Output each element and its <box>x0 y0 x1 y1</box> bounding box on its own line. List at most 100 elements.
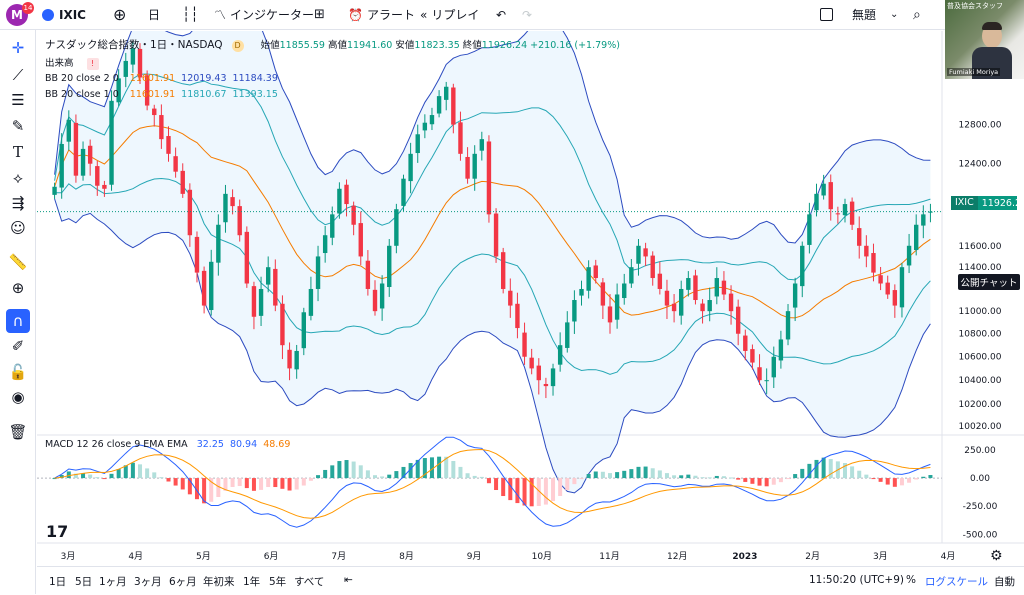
candle-body <box>444 86 449 100</box>
time-axis-label: 8月 <box>399 551 414 562</box>
candle-body <box>593 265 598 279</box>
chart-area[interactable]: 12800.0012400.0012000.0011600.0011400.00… <box>37 31 1024 566</box>
candle-body <box>892 290 898 306</box>
bb1-upper: 12019.43 <box>181 73 227 84</box>
range-button-2[interactable]: 1ヶ月 <box>99 576 127 588</box>
candle-body <box>230 197 235 207</box>
macd-hist-bar <box>771 478 776 485</box>
ruler-tool[interactable]: 📏 <box>6 250 30 274</box>
bb2-label: BB 20 close 1 0 <box>45 89 119 100</box>
macd-hist-bar <box>672 475 677 479</box>
bb2-legend[interactable]: BB 20 close 1 0 11601.91 11810.67 11393.… <box>45 89 278 100</box>
price-axis-label: 10800.00 <box>959 330 1002 340</box>
macd-hist-bar <box>864 474 869 479</box>
search-button[interactable]: ⌕ <box>913 0 921 30</box>
range-button-6[interactable]: 1年 <box>243 576 261 588</box>
auto-label: 自動 <box>994 576 1015 588</box>
candle-body <box>287 349 292 369</box>
interval-button[interactable]: 日 <box>148 0 160 30</box>
prediction-tool[interactable]: ⇶ <box>6 191 30 215</box>
macd-value: 32.25 <box>196 439 224 450</box>
templates-button[interactable]: ⊞ <box>314 0 325 30</box>
redo-button[interactable]: ↷ <box>522 0 532 30</box>
settings-gear[interactable]: ⚙ <box>990 548 1003 564</box>
legend-title[interactable]: ナスダック総合指数・1日・NASDAQ <box>45 39 223 51</box>
add-symbol-button[interactable]: ⊕ <box>113 0 126 30</box>
stay-drawing-tool[interactable]: ✐ <box>6 334 30 358</box>
layout-dropdown[interactable]: ⌄ <box>890 0 898 30</box>
emoji-tool[interactable]: ☺ <box>6 216 30 240</box>
magnet-tool[interactable]: ∩ <box>6 309 30 333</box>
candle-body <box>921 214 926 226</box>
candle-body <box>899 267 905 308</box>
range-button-1[interactable]: 5日 <box>75 576 93 588</box>
tv-logo[interactable]: 17 <box>46 522 69 541</box>
brush-tool[interactable]: ✎ <box>6 114 30 138</box>
alert-button[interactable]: ⏰ アラート <box>348 0 415 30</box>
candle-body <box>223 193 228 223</box>
candle-body <box>308 288 314 316</box>
candle-body <box>878 275 883 284</box>
candle-body <box>857 228 862 246</box>
crosshair-tool[interactable]: ✛ <box>6 36 30 60</box>
macd-hist-bar <box>729 477 734 479</box>
candle-body <box>579 288 584 296</box>
percent-label: % <box>906 574 916 586</box>
layout-toggle-button[interactable] <box>820 0 833 30</box>
delete-tool[interactable]: 🗑 <box>6 420 30 444</box>
fib-tool[interactable]: ☰ <box>6 88 30 112</box>
trendline-tool[interactable]: ⟋ <box>6 63 30 87</box>
range-button-4[interactable]: 6ヶ月 <box>169 576 197 588</box>
macd-legend[interactable]: MACD 12 26 close 9 EMA EMA 32.25 80.94 4… <box>45 439 290 450</box>
range-button-7[interactable]: 5年 <box>269 576 287 588</box>
text-tool[interactable]: T <box>6 140 30 164</box>
lock-tool[interactable]: 🔓 <box>6 360 30 384</box>
indicators-button[interactable]: 〽 インジケーター <box>214 0 314 30</box>
candle-body <box>885 282 890 295</box>
macd-hist-bar <box>643 466 648 479</box>
price-axis-label: 11400.00 <box>959 263 1002 273</box>
date-range-button[interactable]: ⇤ <box>344 574 353 586</box>
macd-hist-bar <box>59 474 64 479</box>
volume-label[interactable]: 出来高 <box>45 58 74 69</box>
range-button-3[interactable]: 3ヶ月 <box>134 576 162 588</box>
candle-body <box>693 275 698 301</box>
indicators-label: インジケーター <box>230 8 315 22</box>
candle-body <box>358 223 363 257</box>
percent-toggle[interactable]: % <box>906 574 916 586</box>
candle-body <box>572 300 577 322</box>
candle-body <box>565 322 570 348</box>
bb1-legend[interactable]: BB 20 close 2 0 11601.91 12019.43 11184.… <box>45 73 278 84</box>
visibility-tool[interactable]: ◉ <box>6 385 30 409</box>
replay-button[interactable]: « リプレイ <box>420 0 479 30</box>
auto-scale-toggle[interactable]: 自動 <box>994 574 1015 589</box>
macd-hist-bar <box>914 478 919 480</box>
macd-hist-bar <box>159 477 164 479</box>
macd-hist-bar <box>472 475 477 479</box>
layout-name-button[interactable]: 無題 <box>852 0 876 30</box>
bb-inner-lower <box>54 177 931 375</box>
undo-button[interactable]: ↶ <box>496 0 506 30</box>
clock-display[interactable]: 11:50:20 (UTC+9) <box>809 574 904 586</box>
range-button-5[interactable]: 年初来 <box>203 576 235 588</box>
macd-hist-bar <box>679 475 684 479</box>
plus-circle-icon: ⊕ <box>113 5 127 24</box>
public-chat-button[interactable]: 公開チャット <box>958 274 1020 290</box>
candle-body <box>835 213 841 215</box>
range-button-0[interactable]: 1日 <box>49 576 67 588</box>
symbol-search[interactable]: IXIC <box>42 0 86 30</box>
macd-hist-bar <box>508 478 513 501</box>
macd-hist-bar <box>337 461 342 479</box>
symbol-name: IXIC <box>59 7 86 22</box>
zoom-tool[interactable]: ⊕ <box>6 276 30 300</box>
macd-hist-bar <box>686 474 691 479</box>
pattern-tool[interactable]: ⟡ <box>6 166 30 190</box>
candle-body <box>216 224 221 263</box>
candle-body <box>166 136 171 154</box>
candle-body <box>280 303 285 346</box>
replay-label: リプレイ <box>431 8 480 22</box>
macd-hist-bar <box>415 459 420 479</box>
log-scale-toggle[interactable]: ログスケール <box>925 574 988 589</box>
chart-type-button[interactable]: ┆┆ <box>182 0 199 30</box>
range-button-8[interactable]: すべて <box>294 576 325 588</box>
